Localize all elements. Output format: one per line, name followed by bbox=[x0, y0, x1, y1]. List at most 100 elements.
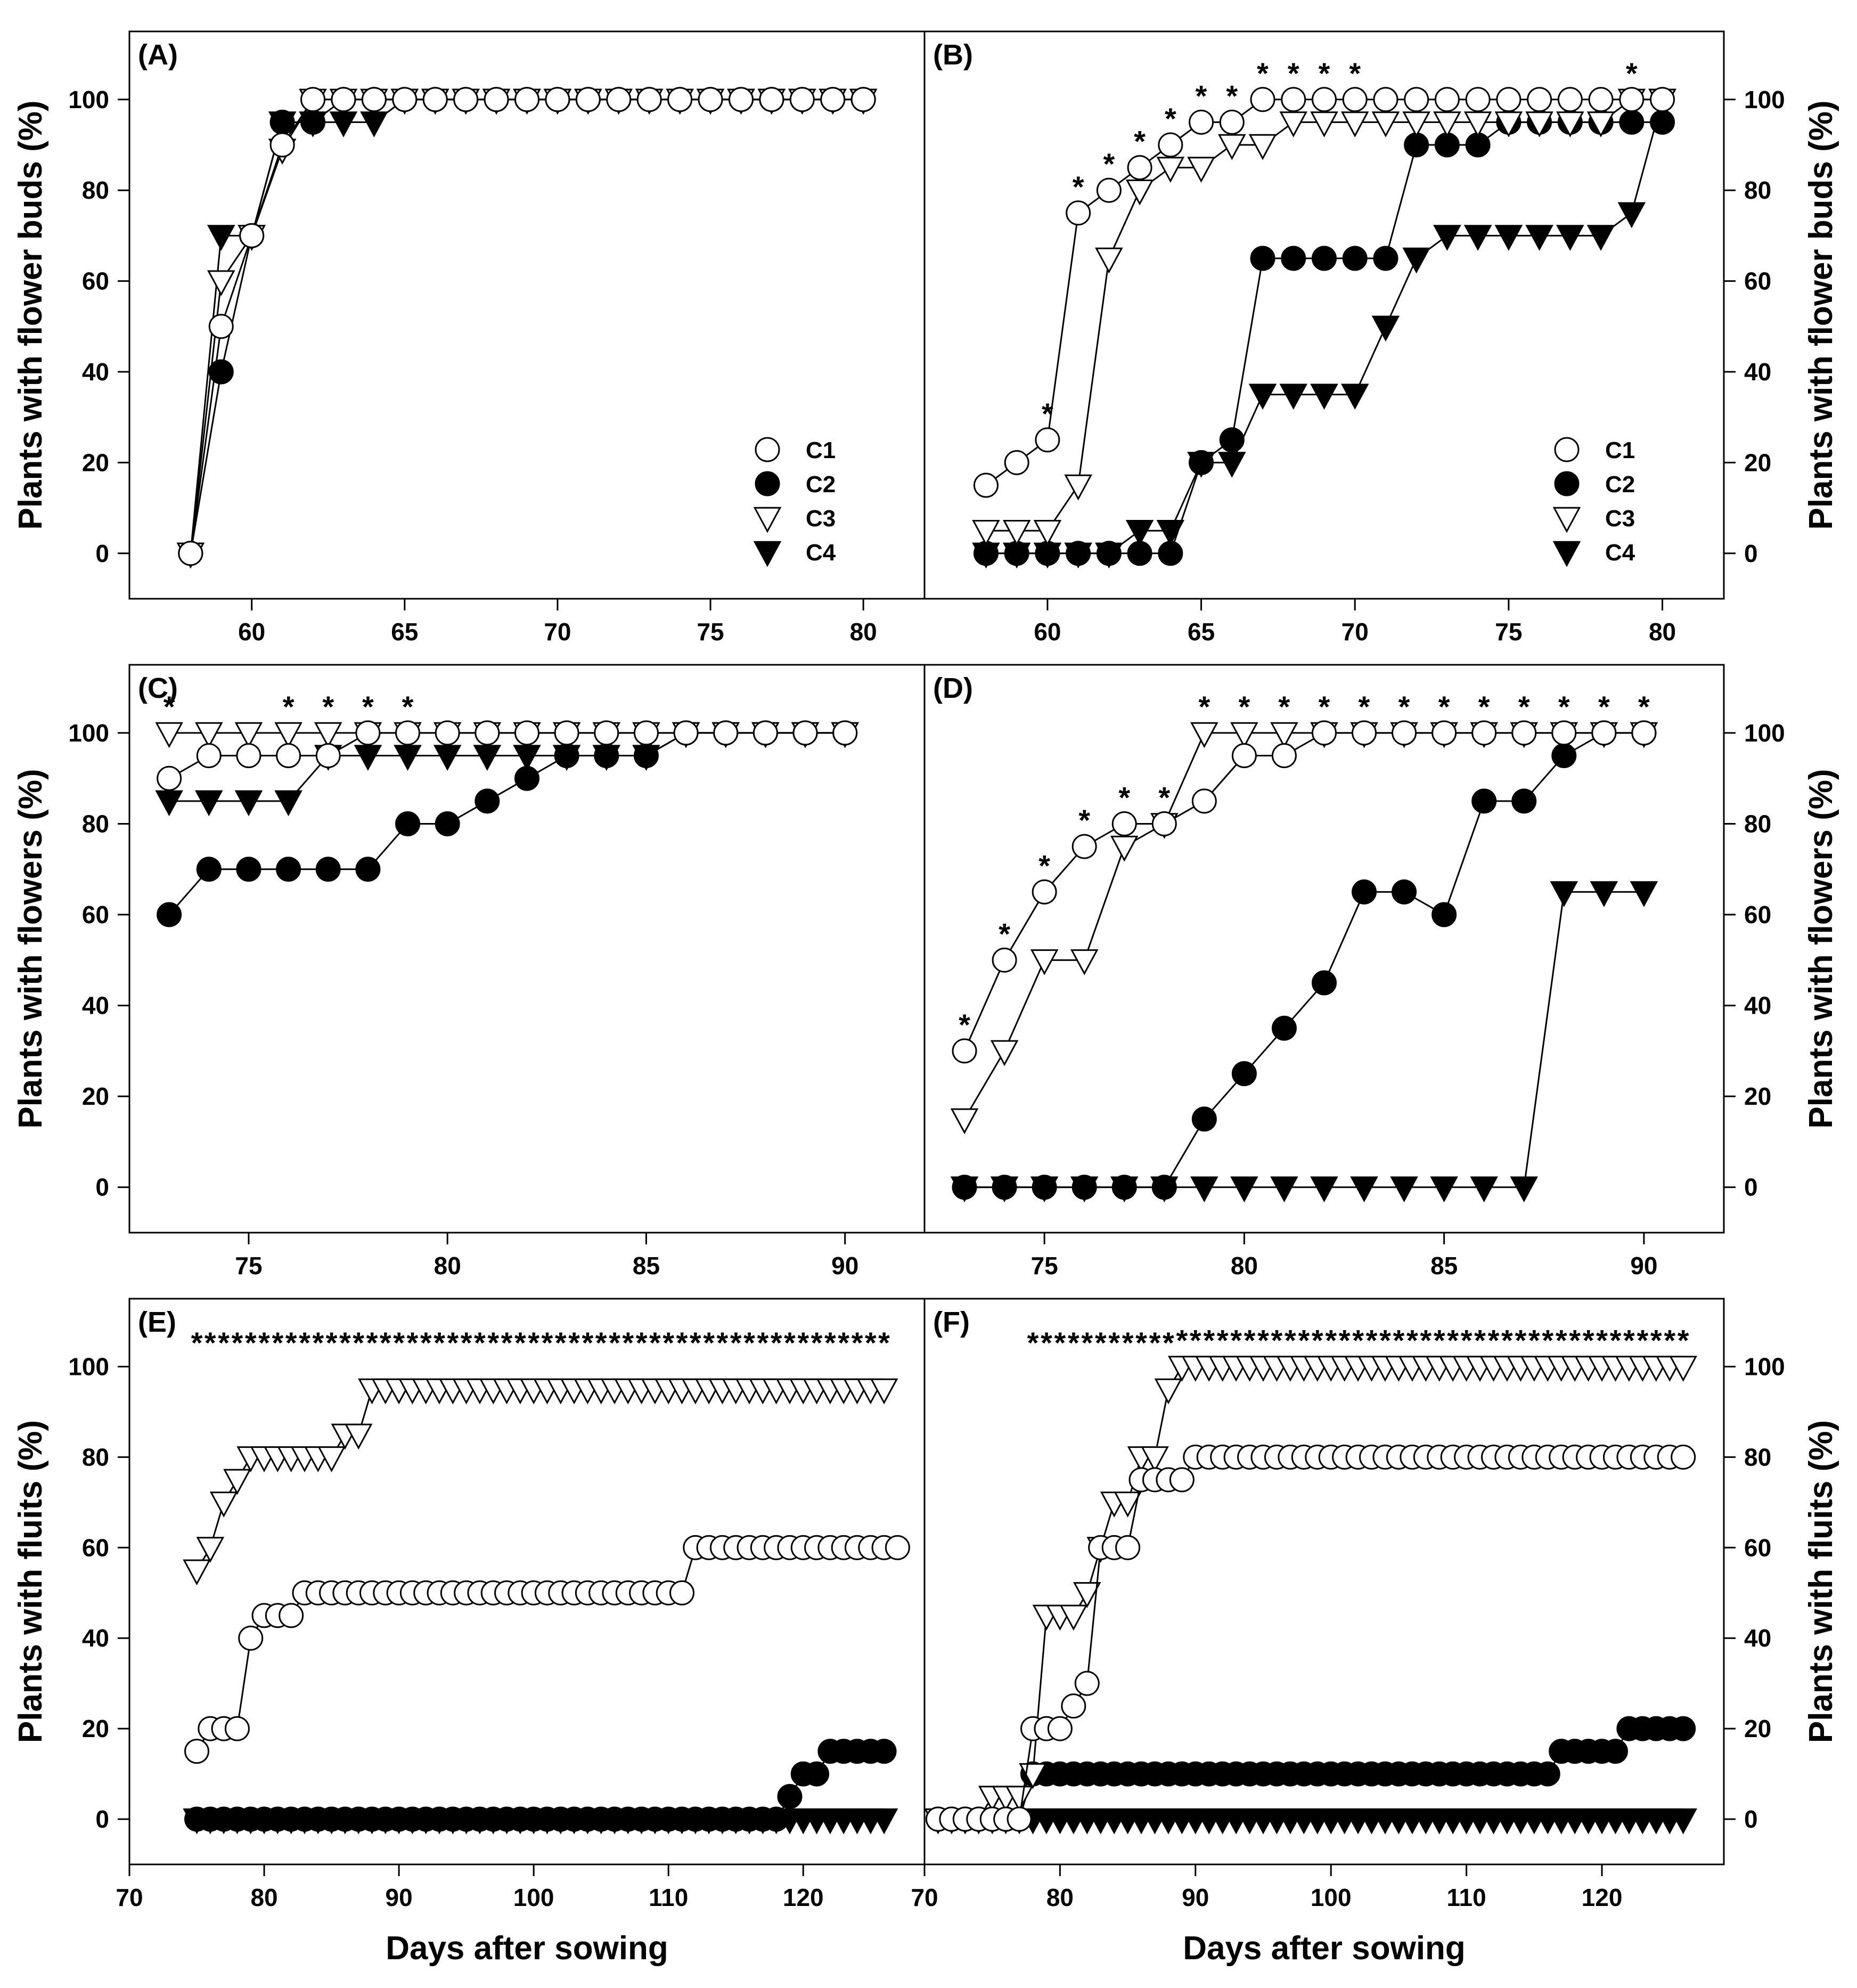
x-tick-label: 70 bbox=[116, 1884, 143, 1911]
significance-asterisk: * bbox=[1073, 170, 1084, 203]
data-point-c1 bbox=[1312, 87, 1337, 112]
data-point-c2 bbox=[1096, 541, 1122, 566]
x-tick-label: 85 bbox=[1430, 1252, 1458, 1280]
data-point-c1 bbox=[1231, 743, 1257, 769]
x-tick-label: 80 bbox=[250, 1884, 277, 1911]
significance-asterisk: * bbox=[999, 917, 1010, 950]
data-point-c1 bbox=[315, 743, 341, 769]
data-point-c2 bbox=[1511, 788, 1537, 814]
significance-asterisk: * bbox=[1298, 1323, 1310, 1357]
data-point-c1 bbox=[759, 87, 784, 112]
data-point-c2 bbox=[1032, 1175, 1057, 1200]
significance-asterisk: * bbox=[1528, 1323, 1540, 1357]
significance-asterisk: * bbox=[433, 1326, 445, 1359]
data-point-c2 bbox=[764, 1806, 789, 1832]
data-point-c3 bbox=[1340, 111, 1369, 137]
data-point-c1 bbox=[1219, 109, 1245, 135]
x-tick-label: 85 bbox=[633, 1252, 660, 1280]
significance-asterisk: * bbox=[1190, 1323, 1201, 1357]
significance-asterisk: * bbox=[245, 1326, 257, 1359]
data-point-c4 bbox=[1470, 1176, 1498, 1203]
data-point-c1 bbox=[1465, 87, 1491, 112]
data-point-c4 bbox=[1248, 384, 1277, 410]
data-point-c3 bbox=[1005, 1786, 1034, 1812]
significance-asterisk: * bbox=[838, 1326, 849, 1359]
data-point-c1 bbox=[1151, 811, 1177, 836]
x-tick-label: 75 bbox=[235, 1252, 262, 1280]
x-tick-label: 100 bbox=[1311, 1884, 1352, 1911]
data-point-c3 bbox=[1556, 111, 1584, 137]
y-tick-label: 0 bbox=[95, 1805, 109, 1833]
y-tick-label: 40 bbox=[1744, 358, 1771, 386]
data-point-c1 bbox=[196, 743, 222, 769]
significance-asterisk: * bbox=[1319, 690, 1330, 723]
data-point-c3 bbox=[1002, 520, 1031, 546]
significance-asterisk: * bbox=[852, 1326, 863, 1359]
significance-asterisk: * bbox=[1027, 1326, 1039, 1359]
data-point-c2 bbox=[208, 359, 234, 385]
significance-asterisk: * bbox=[339, 1326, 351, 1359]
data-point-c1 bbox=[1527, 87, 1552, 112]
data-point-c4 bbox=[155, 790, 183, 817]
series-line bbox=[986, 99, 1663, 532]
x-tick-label: 65 bbox=[1188, 618, 1215, 646]
data-point-c2 bbox=[1271, 1015, 1297, 1041]
significance-asterisk: * bbox=[1583, 1323, 1594, 1357]
data-point-c1 bbox=[606, 87, 632, 112]
significance-asterisk: * bbox=[1163, 1326, 1174, 1359]
data-point-c3 bbox=[223, 1469, 251, 1495]
series-line bbox=[196, 1546, 898, 1752]
series-c2 bbox=[952, 720, 1657, 1200]
data-point-c3 bbox=[183, 1559, 211, 1586]
panel-d: 75 80 85 90 0 20 40 60 80 100 Plants with flowers … bbox=[923, 664, 1839, 1280]
significance-asterisk: * bbox=[380, 1326, 391, 1359]
y-tick-label: 0 bbox=[95, 540, 109, 567]
data-point-c2 bbox=[1392, 879, 1417, 905]
data-point-c2 bbox=[1431, 902, 1457, 927]
y-axis-label: Plants with flower buds (%) bbox=[1803, 100, 1839, 529]
plot-frame bbox=[923, 664, 1725, 1234]
series-line bbox=[169, 732, 845, 802]
significance-asterisk: * bbox=[461, 1326, 472, 1359]
data-point-c1 bbox=[1071, 834, 1097, 859]
data-point-c2 bbox=[395, 811, 421, 836]
data-point-c3 bbox=[1125, 180, 1154, 206]
significance-asterisk: * bbox=[1257, 56, 1269, 90]
x-tick-label: 80 bbox=[1649, 618, 1676, 646]
data-point-c1 bbox=[713, 720, 739, 746]
data-point-c1 bbox=[752, 720, 778, 746]
data-point-c1 bbox=[435, 720, 460, 746]
data-point-c1 bbox=[484, 87, 509, 112]
y-tick-label: 80 bbox=[1744, 810, 1771, 837]
data-point-c3 bbox=[1110, 835, 1139, 862]
significance-asterisk: * bbox=[703, 1326, 715, 1359]
significance-asterisk: * bbox=[1108, 1326, 1120, 1359]
significance-asterisk: * bbox=[1420, 1323, 1431, 1357]
data-point-c4 bbox=[1617, 202, 1646, 229]
y-tick-label: 60 bbox=[82, 901, 109, 928]
data-point-c1 bbox=[1061, 1693, 1086, 1719]
data-point-c1 bbox=[885, 1535, 910, 1560]
data-point-c1 bbox=[178, 541, 203, 566]
significance-asterisk: * bbox=[402, 690, 414, 723]
significance-asterisk: * bbox=[959, 1008, 970, 1041]
significance-asterisk: * bbox=[662, 1326, 674, 1359]
data-point-c2 bbox=[475, 788, 500, 814]
series-line bbox=[963, 732, 1644, 1120]
data-point-c1 bbox=[1191, 788, 1217, 814]
data-point-c1 bbox=[728, 87, 754, 112]
legend-marker-c3 bbox=[753, 507, 782, 533]
data-point-c1 bbox=[1189, 109, 1214, 135]
data-point-c2 bbox=[1127, 541, 1152, 566]
data-point-c2 bbox=[435, 811, 460, 836]
significance-asterisk: * bbox=[1226, 79, 1238, 112]
data-point-c3 bbox=[1030, 949, 1059, 975]
data-point-c1 bbox=[973, 472, 999, 498]
y-tick-label: 60 bbox=[82, 1534, 109, 1561]
x-tick-label: 65 bbox=[391, 618, 418, 646]
significance-asterisk: * bbox=[1398, 690, 1410, 723]
significance-asterisk: * bbox=[1379, 1323, 1391, 1357]
data-point-c3 bbox=[1095, 247, 1123, 274]
data-point-c1 bbox=[992, 947, 1017, 973]
data-point-c1 bbox=[1047, 1716, 1073, 1741]
